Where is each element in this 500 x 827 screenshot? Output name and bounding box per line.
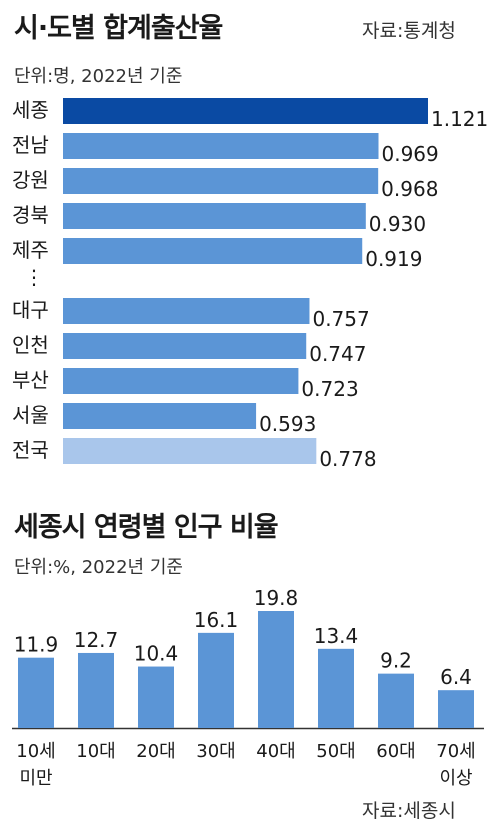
- bar-value-label: 0.593: [259, 412, 316, 436]
- column-value-label: 12.7: [74, 628, 119, 652]
- bar: [63, 403, 257, 429]
- bar-category-label: 세종: [12, 98, 49, 122]
- bar: [63, 98, 428, 124]
- bar: [63, 238, 363, 264]
- bar: [63, 133, 379, 159]
- bar-value-label: 0.723: [301, 377, 358, 401]
- chart2-title: 세종시 연령별 인구 비율: [14, 512, 279, 543]
- bar-value-label: 0.757: [312, 307, 369, 331]
- chart1-title: 시·도별 합계출산율: [14, 13, 223, 44]
- column-category-label: 10대: [76, 741, 115, 762]
- bar-category-label: 인천: [12, 333, 49, 357]
- column-bar: [438, 690, 474, 728]
- column-value-label: 11.9: [14, 633, 59, 657]
- column-bar: [378, 673, 414, 728]
- column-bar: [318, 648, 354, 728]
- column-category-label: 40대: [256, 741, 295, 762]
- bar: [63, 333, 307, 359]
- column-value-label: 6.4: [440, 665, 472, 689]
- column-category-label: 10세: [16, 741, 55, 762]
- bar-category-label: 경북: [12, 203, 49, 227]
- chart1-unit: 단위:명, 2022년 기준: [14, 66, 183, 87]
- gap-marker: ⋮: [24, 265, 44, 289]
- column-category-label: 30대: [196, 741, 235, 762]
- bar-category-label: 강원: [12, 168, 49, 192]
- column-bar: [258, 611, 294, 728]
- column-bar: [138, 666, 174, 728]
- bar-category-label: 전국: [12, 438, 49, 462]
- bar: [63, 203, 366, 229]
- bar-category-label: 전남: [12, 133, 49, 157]
- bar: [63, 438, 317, 464]
- bar: [63, 368, 299, 394]
- bar-value-label: 1.121: [431, 107, 488, 131]
- bar: [63, 298, 310, 324]
- bar-value-label: 0.930: [369, 212, 426, 236]
- column-category-label: 미만: [19, 768, 52, 789]
- chart2-source: 자료:세종시: [362, 800, 456, 822]
- column-value-label: 9.2: [380, 649, 412, 673]
- column-value-label: 19.8: [254, 586, 299, 610]
- bar-category-label: 부산: [12, 368, 49, 392]
- bar-category-label: 서울: [12, 403, 49, 427]
- bar-category-label: 제주: [12, 238, 49, 262]
- column-bar: [18, 657, 54, 728]
- chart1-source: 자료:통계청: [362, 20, 456, 42]
- column-category-label: 20대: [136, 741, 175, 762]
- bar-category-label: 대구: [12, 298, 49, 322]
- bar-value-label: 0.968: [381, 177, 438, 201]
- bar-value-label: 0.919: [365, 247, 422, 271]
- column-value-label: 16.1: [194, 608, 239, 632]
- bar-value-label: 0.969: [382, 142, 439, 166]
- column-category-label: 70세: [436, 741, 475, 762]
- column-category-label: 60대: [376, 741, 415, 762]
- column-value-label: 13.4: [314, 624, 359, 648]
- chart2-unit: 단위:%, 2022년 기준: [14, 557, 183, 578]
- column-value-label: 10.4: [134, 642, 179, 666]
- column-bar: [78, 652, 114, 728]
- column-bar: [198, 632, 234, 728]
- column-category-label: 이상: [439, 768, 472, 789]
- bar: [63, 168, 379, 194]
- bar-value-label: 0.747: [309, 342, 366, 366]
- bar-value-label: 0.778: [319, 447, 376, 471]
- column-category-label: 50대: [316, 741, 355, 762]
